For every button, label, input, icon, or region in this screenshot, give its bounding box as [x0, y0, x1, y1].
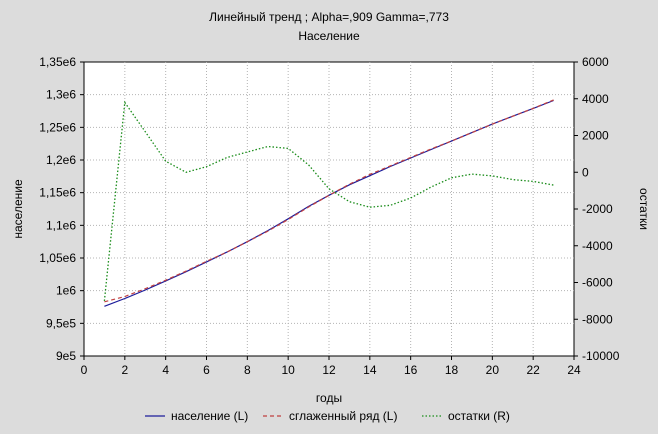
y-left-tick-label: 1,35e6	[39, 55, 76, 69]
x-tick-label: 18	[445, 363, 459, 377]
y-left-tick-label: 9e5	[56, 349, 76, 363]
y-right-tick-label: 6000	[582, 55, 609, 69]
y-left-tick-label: 1,1e6	[46, 218, 76, 232]
y-left-tick-label: 1,25e6	[39, 120, 76, 134]
y-right-tick-label: 4000	[582, 92, 609, 106]
y-axis-left: 9e5 9,5e5 1e6 1,05e6 1,1e6 1,15e6 1,2e6 1,25e6 1…	[39, 55, 84, 363]
x-tick-label: 6	[203, 363, 210, 377]
y-left-tick-label: 1,2e6	[46, 153, 76, 167]
x-tick-label: 2	[121, 363, 128, 377]
y-left-tick-label: 1e6	[56, 284, 76, 298]
x-axis: 0 2 4 6 8 10 12 14 16 18 20 22 24	[81, 356, 581, 377]
y-axis-right: -10000 -8000 -6000 -4000 -2000 0 2000 4000 6000	[574, 55, 620, 363]
legend-label-3: остатки (R)	[448, 409, 510, 423]
x-tick-label: 24	[567, 363, 581, 377]
legend-label-1: население (L)	[171, 409, 248, 423]
x-tick-label: 20	[486, 363, 500, 377]
x-tick-label: 0	[81, 363, 88, 377]
y-right-tick-label: -2000	[582, 202, 613, 216]
x-tick-label: 14	[363, 363, 377, 377]
y-left-tick-label: 9,5e5	[46, 316, 76, 330]
x-tick-label: 16	[404, 363, 418, 377]
x-tick-label: 12	[322, 363, 336, 377]
y-left-tick-label: 1,3e6	[46, 88, 76, 102]
chart-title: Линейный тренд ; Alpha=,909 Gamma=,773	[209, 10, 449, 24]
y-left-tick-label: 1,05e6	[39, 251, 76, 265]
y-right-tick-label: -10000	[582, 349, 620, 363]
legend: население (L) сглаженный ряд (L) остатки (…	[145, 409, 510, 423]
series-line-2	[104, 99, 554, 303]
y-right-tick-label: 0	[582, 165, 589, 179]
x-tick-label: 4	[162, 363, 169, 377]
y-right-tick-label: -4000	[582, 239, 613, 253]
y-right-tick-label: -6000	[582, 276, 613, 290]
x-tick-label: 8	[244, 363, 251, 377]
y-right-tick-label: 2000	[582, 129, 609, 143]
y-right-tick-label: -8000	[582, 312, 613, 326]
grid	[84, 62, 574, 356]
y-axis-right-label: остатки	[637, 188, 651, 230]
y-axis-left-label: население	[11, 179, 25, 239]
x-tick-label: 22	[526, 363, 540, 377]
legend-label-2: сглаженный ряд (L)	[289, 409, 397, 423]
chart-subtitle: Население	[298, 29, 360, 43]
x-axis-label: годы	[316, 391, 342, 405]
y-left-tick-label: 1,15e6	[39, 186, 76, 200]
x-tick-label: 10	[281, 363, 295, 377]
series-group	[103, 99, 554, 307]
